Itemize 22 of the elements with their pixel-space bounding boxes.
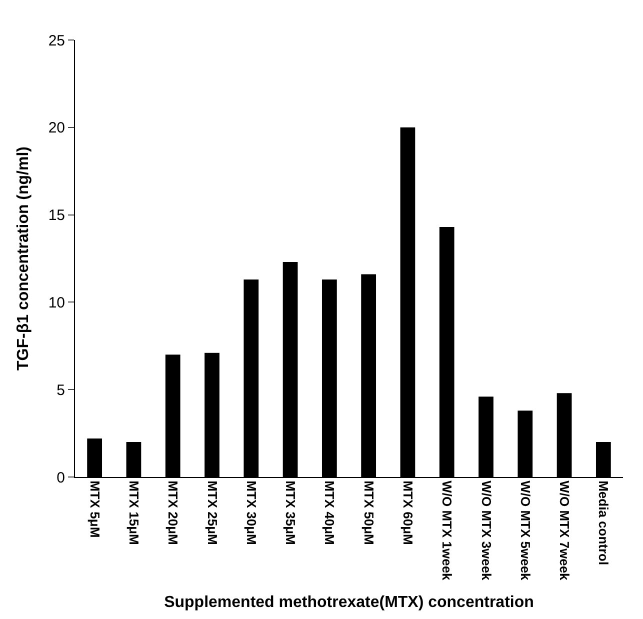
x-tick-label: Media control <box>596 480 612 566</box>
y-tick-label: 25 <box>48 32 65 50</box>
x-tick-label: MTX 25μM <box>204 480 220 545</box>
x-axis-title: Supplemented methotrexate(MTX) concentration <box>164 594 534 611</box>
y-tick-label: 0 <box>56 469 65 486</box>
x-tick-label: W/O MTX 3week <box>478 480 494 582</box>
x-tick-label: MTX 50μM <box>361 480 376 545</box>
x-tick-label: MTX 60μM <box>400 480 416 545</box>
y-tick-label: 20 <box>48 120 65 137</box>
x-tick-label: W/O MTX 5week <box>518 480 533 582</box>
y-tick-label: 15 <box>48 207 65 224</box>
y-tick-label: 5 <box>56 382 65 399</box>
x-tick-label: W/O MTX 7week <box>557 480 572 582</box>
y-axis-title: TGF-β1 concentration (ng/ml) <box>15 146 32 370</box>
x-tick-label: MTX 15μM <box>126 480 142 545</box>
x-tick-label: MTX 40μM <box>322 480 338 545</box>
y-tick-label: 10 <box>48 294 65 312</box>
x-tick-label: W/O MTX 1week <box>440 480 455 582</box>
x-tick-label: MTX 30μM <box>244 480 259 545</box>
x-tick-label: MTX 5μM <box>87 480 102 538</box>
x-tick-label: MTX 20μM <box>166 480 181 545</box>
x-tick-label: MTX 35μM <box>283 480 298 545</box>
